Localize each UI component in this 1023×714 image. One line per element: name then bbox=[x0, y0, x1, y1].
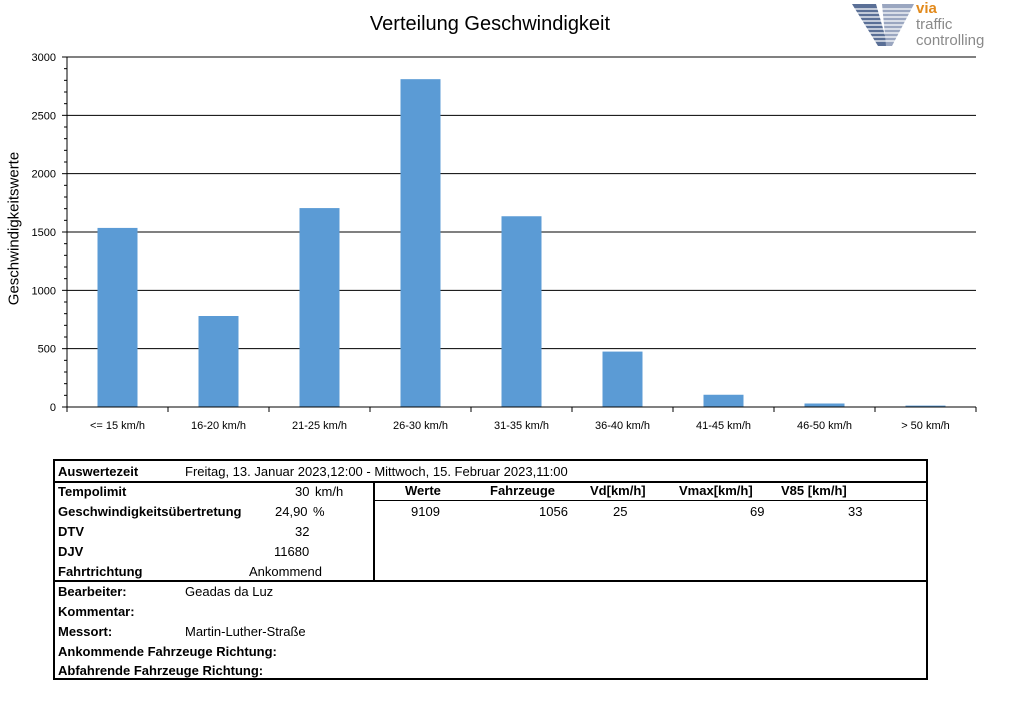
x-tick-label: 36-40 km/h bbox=[595, 420, 650, 432]
y-tick-label: 2000 bbox=[32, 169, 56, 181]
kommentar-label: Kommentar: bbox=[58, 604, 135, 619]
x-tick-label: 46-50 km/h bbox=[797, 420, 852, 432]
stats-header-divider bbox=[373, 500, 928, 501]
x-tick-label: 41-45 km/h bbox=[696, 420, 751, 432]
summary-table: Auswertezeit Freitag, 13. Januar 2023,12… bbox=[53, 459, 928, 680]
x-tick-labels: <= 15 km/h 16-20 km/h 21-25 km/h 26-30 km/h… bbox=[90, 420, 950, 432]
tempolimit-label: Tempolimit bbox=[58, 484, 127, 499]
y-tick-label: 0 bbox=[50, 402, 56, 414]
y-tick-labels: 0 500 1000 1500 2000 2500 3000 bbox=[32, 52, 56, 414]
stats-header-vd: Vd[km/h] bbox=[590, 483, 646, 498]
x-tick-label: > 50 km/h bbox=[901, 420, 950, 432]
chart-title: Verteilung Geschwindigkeit bbox=[369, 13, 611, 35]
bearbeiter-label: Bearbeiter: bbox=[58, 584, 127, 599]
bar bbox=[299, 208, 340, 407]
bars bbox=[97, 79, 946, 408]
y-tick-label: 2500 bbox=[32, 110, 56, 122]
abfahrende-label: Abfahrende Fahrzeuge Richtung: bbox=[58, 663, 264, 678]
dtv-value: 32 bbox=[295, 524, 310, 539]
stats-value-fahrzeuge: 1056 bbox=[539, 504, 568, 519]
stats-value-vmax: 69 bbox=[750, 504, 765, 519]
logo-mark-icon bbox=[852, 4, 914, 46]
bar bbox=[501, 216, 542, 407]
bar bbox=[804, 403, 845, 407]
fahrtrichtung-value: Ankommend bbox=[249, 564, 322, 579]
logo-text-via: via bbox=[916, 0, 937, 17]
y-tick-label: 500 bbox=[38, 344, 56, 356]
bearbeiter-value: Geadas da Luz bbox=[185, 584, 274, 599]
y-tick-label: 1500 bbox=[32, 227, 56, 239]
stats-header-v85: V85 [km/h] bbox=[781, 483, 847, 498]
divider bbox=[55, 580, 926, 582]
bar-chart: 0 500 1000 1500 2000 2500 3000 <= 15 km/h 16-20… bbox=[32, 52, 977, 432]
x-tick-label: <= 15 km/h bbox=[90, 420, 145, 432]
ankommende-label: Ankommende Fahrzeuge Richtung: bbox=[58, 644, 277, 659]
stats-value-v85: 33 bbox=[848, 504, 863, 519]
via-traffic-controlling-logo: via traffic controlling bbox=[852, 0, 997, 51]
y-tick-label: 1000 bbox=[32, 285, 56, 297]
fahrtrichtung-label: Fahrtrichtung bbox=[58, 564, 143, 579]
messort-label: Messort: bbox=[58, 624, 113, 639]
auswertezeit-value: Freitag, 13. Januar 2023,12:00 - Mittwoc… bbox=[185, 464, 568, 479]
y-tick-label: 3000 bbox=[32, 52, 56, 64]
x-tick-label: 21-25 km/h bbox=[292, 420, 347, 432]
stats-header-vmax: Vmax[km/h] bbox=[679, 483, 753, 498]
uebertretung-value: 24,90 bbox=[275, 504, 308, 519]
djv-label: DJV bbox=[58, 544, 84, 559]
axes bbox=[62, 56, 977, 412]
tempolimit-unit: km/h bbox=[315, 484, 344, 499]
messort-value: Martin-Luther-Straße bbox=[185, 624, 306, 639]
stats-header-werte: Werte bbox=[405, 483, 441, 498]
bar bbox=[97, 227, 138, 407]
divider bbox=[55, 481, 926, 483]
x-tick-label: 16-20 km/h bbox=[191, 420, 246, 432]
logo-text-traffic: traffic bbox=[916, 16, 953, 33]
stats-value-vd: 25 bbox=[613, 504, 628, 519]
dtv-label: DTV bbox=[58, 524, 84, 539]
djv-value: 11680 bbox=[274, 544, 310, 559]
uebertretung-label: Geschwindigkeitsübertretung bbox=[58, 504, 242, 519]
bar bbox=[400, 79, 441, 408]
bar bbox=[602, 351, 643, 407]
column-divider bbox=[373, 481, 375, 581]
logo-text-controlling: controlling bbox=[916, 32, 985, 49]
y-axis-label: Geschwindigkeitswerte bbox=[5, 151, 23, 306]
stats-value-werte: 9109 bbox=[411, 504, 440, 519]
bar bbox=[905, 405, 946, 407]
grid-lines bbox=[67, 56, 976, 350]
bar bbox=[703, 394, 744, 407]
auswertezeit-label: Auswertezeit bbox=[58, 464, 139, 479]
tempolimit-value: 30 bbox=[295, 484, 310, 499]
x-tick-label: 31-35 km/h bbox=[494, 420, 549, 432]
x-tick-label: 26-30 km/h bbox=[393, 420, 448, 432]
bar bbox=[198, 316, 239, 407]
stats-header-fahrzeuge: Fahrzeuge bbox=[490, 483, 556, 498]
uebertretung-unit: % bbox=[313, 504, 325, 519]
